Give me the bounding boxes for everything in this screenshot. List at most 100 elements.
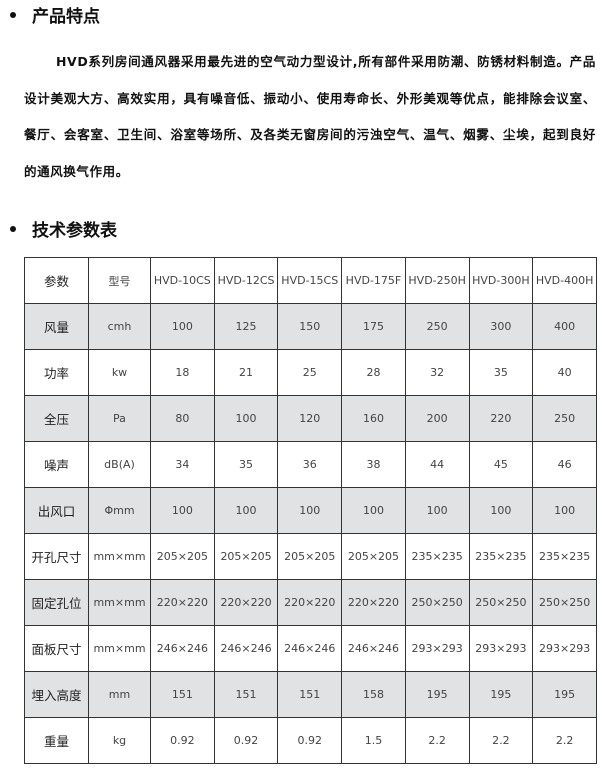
value-cell: 195 [468, 671, 534, 718]
param-name-cell: 参数 [24, 257, 89, 304]
value-cell: 293×293 [468, 625, 534, 672]
param-name-cell: 固定孔位 [24, 579, 89, 626]
table-row: 风量 cmh 100 125 150 175 250 300 400 [24, 303, 597, 350]
param-name-cell: 功率 [24, 349, 89, 396]
specs-heading: 技术参数表 [6, 216, 117, 241]
value-cell: 160 [341, 395, 406, 442]
table-row: 出风口 Φmm 100 100 100 100 100 100 100 [24, 487, 597, 534]
param-name-cell: 重量 [24, 717, 89, 764]
table-row: 全压 Pa 80 100 120 160 200 220 250 [24, 395, 597, 442]
value-cell: 220×220 [213, 579, 279, 626]
value-cell: 100 [213, 395, 279, 442]
value-cell: 100 [404, 487, 470, 534]
value-cell: 35 [468, 349, 534, 396]
value-cell: 38 [341, 441, 406, 488]
value-cell: 0.92 [213, 717, 279, 764]
value-cell: 200 [404, 395, 470, 442]
value-cell: 293×293 [532, 625, 597, 672]
value-cell: HVD-12CS [213, 257, 279, 304]
value-cell: 293×293 [404, 625, 470, 672]
value-cell: 250×250 [404, 579, 470, 626]
value-cell: 40 [532, 349, 597, 396]
value-cell: 246×246 [341, 625, 406, 672]
value-cell: 100 [150, 487, 215, 534]
value-cell: 46 [532, 441, 597, 488]
value-cell: HVD-175F [341, 257, 406, 304]
value-cell: 25 [277, 349, 343, 396]
value-cell: HVD-15CS [277, 257, 343, 304]
table-row: 埋入高度 mm 151 151 151 158 195 195 195 [24, 671, 597, 718]
value-cell: 220×220 [341, 579, 406, 626]
value-cell: 21 [213, 349, 279, 396]
table-header-row: 参数 型号 HVD-10CS HVD-12CS HVD-15CS HVD-175F HVD-… [24, 257, 597, 304]
specs-table: 参数 型号 HVD-10CS HVD-12CS HVD-15CS HVD-175F HVD-… [24, 257, 597, 764]
value-cell: HVD-10CS [150, 257, 215, 304]
value-cell: 246×246 [213, 625, 279, 672]
value-cell: 250×250 [468, 579, 534, 626]
value-cell: 151 [277, 671, 343, 718]
value-cell: 205×205 [150, 533, 215, 580]
unit-cell: Pa [88, 395, 151, 442]
value-cell: HVD-250H [404, 257, 470, 304]
param-name-cell: 面板尺寸 [24, 625, 89, 672]
value-cell: 250 [532, 395, 597, 442]
value-cell: 34 [150, 441, 215, 488]
value-cell: 250 [404, 303, 470, 350]
value-cell: 246×246 [150, 625, 215, 672]
value-cell: 195 [404, 671, 470, 718]
features-title: 产品特点 [32, 7, 100, 27]
value-cell: 205×205 [341, 533, 406, 580]
value-cell: HVD-300H [468, 257, 534, 304]
table-row: 重量 kg 0.92 0.92 0.92 1.5 2.2 2.2 2.2 [24, 717, 597, 764]
value-cell: 220 [468, 395, 534, 442]
param-name-cell: 噪声 [24, 441, 89, 488]
value-cell: HVD-400H [532, 257, 597, 304]
value-cell: 235×235 [404, 533, 470, 580]
value-cell: 120 [277, 395, 343, 442]
value-cell: 125 [213, 303, 279, 350]
value-cell: 18 [150, 349, 215, 396]
value-cell: 44 [404, 441, 470, 488]
value-cell: 100 [277, 487, 343, 534]
unit-cell: dB(A) [88, 441, 151, 488]
table-row: 面板尺寸 mm×mm 246×246 246×246 246×246 246×246 293… [24, 625, 597, 672]
table-row: 开孔尺寸 mm×mm 205×205 205×205 205×205 205×205 235… [24, 533, 597, 580]
table-row: 功率 kw 18 21 25 28 32 35 40 [24, 349, 597, 396]
specs-title: 技术参数表 [32, 221, 117, 241]
bullet-icon [10, 11, 16, 18]
unit-cell: mm [88, 671, 151, 718]
unit-cell: mm×mm [88, 579, 151, 626]
value-cell: 2.2 [468, 717, 534, 764]
value-cell: 80 [150, 395, 215, 442]
value-cell: 205×205 [213, 533, 279, 580]
features-paragraph: HVD系列房间通风器采用最先进的空气动力型设计,所有部件采用防潮、防锈材料制造。… [24, 44, 596, 190]
value-cell: 250×250 [532, 579, 597, 626]
unit-cell: mm×mm [88, 625, 151, 672]
value-cell: 220×220 [277, 579, 343, 626]
value-cell: 195 [532, 671, 597, 718]
unit-cell: mm×mm [88, 533, 151, 580]
table-row: 固定孔位 mm×mm 220×220 220×220 220×220 220×220 250… [24, 579, 597, 626]
bullet-icon [10, 225, 16, 232]
value-cell: 1.5 [341, 717, 406, 764]
features-text: HVD系列房间通风器采用最先进的空气动力型设计,所有部件采用防潮、防锈材料制造。… [24, 54, 596, 179]
value-cell: 300 [468, 303, 534, 350]
value-cell: 35 [213, 441, 279, 488]
unit-cell: kw [88, 349, 151, 396]
value-cell: 158 [341, 671, 406, 718]
value-cell: 36 [277, 441, 343, 488]
param-name-cell: 开孔尺寸 [24, 533, 89, 580]
value-cell: 32 [404, 349, 470, 396]
value-cell: 0.92 [150, 717, 215, 764]
value-cell: 100 [341, 487, 406, 534]
value-cell: 400 [532, 303, 597, 350]
param-name-cell: 全压 [24, 395, 89, 442]
value-cell: 0.92 [277, 717, 343, 764]
value-cell: 2.2 [404, 717, 470, 764]
value-cell: 151 [150, 671, 215, 718]
unit-cell: kg [88, 717, 151, 764]
value-cell: 175 [341, 303, 406, 350]
param-name-cell: 风量 [24, 303, 89, 350]
value-cell: 100 [213, 487, 279, 534]
unit-cell: 型号 [88, 257, 151, 304]
